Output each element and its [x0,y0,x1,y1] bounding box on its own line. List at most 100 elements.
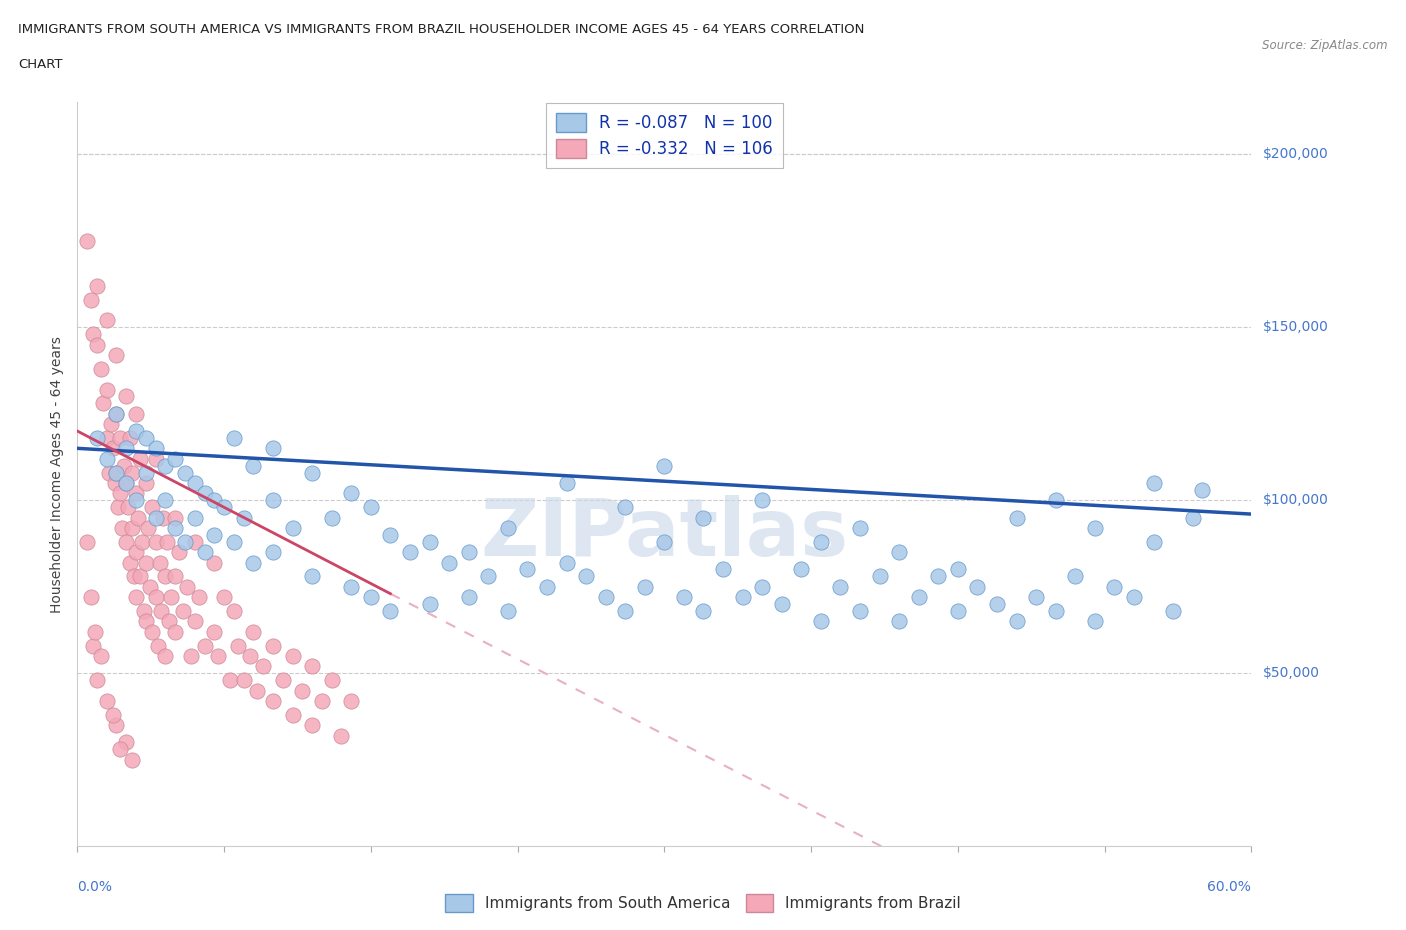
Point [111,521,134,536]
Point [157,614,180,629]
Point [132,604,155,618]
Point [105,348,128,363]
Point [202,493,225,508]
Point [692,511,714,525]
Point [176,579,198,594]
Text: CHART: CHART [18,58,63,71]
Point [105,465,128,480]
Point [96,451,118,466]
Point [86,672,108,687]
Point [129,569,152,584]
Point [183,614,207,629]
Point [340,694,363,709]
Point [172,604,194,618]
Point [262,441,284,456]
Point [115,389,138,404]
Point [84,624,107,639]
Point [91,396,114,411]
Point [125,485,148,500]
Point [889,614,911,629]
Point [889,545,911,560]
Point [360,499,382,514]
Point [751,493,773,508]
Point [174,465,197,480]
Point [202,555,225,570]
Point [262,493,284,508]
Point [516,562,538,577]
Point [136,521,159,536]
Text: IMMIGRANTS FROM SOUTH AMERICA VS IMMIGRANTS FROM BRAZIL HOUSEHOLDER INCOME AGES : IMMIGRANTS FROM SOUTH AMERICA VS IMMIGRA… [18,23,865,36]
Point [174,535,197,550]
Point [155,458,177,473]
Point [156,535,179,550]
Point [301,569,323,584]
Point [125,423,148,438]
Text: $150,000: $150,000 [1263,320,1329,334]
Point [281,648,304,663]
Point [634,579,657,594]
Point [165,511,187,525]
Point [731,590,754,604]
Point [115,475,138,490]
Point [97,465,120,480]
Point [222,604,245,618]
Point [340,485,363,500]
Point [1045,493,1067,508]
Point [129,451,152,466]
Legend: R = -0.087   N = 100, R = -0.332   N = 106: R = -0.087 N = 100, R = -0.332 N = 106 [546,103,783,168]
Point [120,555,142,570]
Point [138,579,160,594]
Point [183,535,207,550]
Point [810,614,832,629]
Point [105,718,128,733]
Point [155,493,177,508]
Point [986,597,1008,612]
Point [380,604,402,618]
Text: $100,000: $100,000 [1263,493,1329,507]
Point [145,451,167,466]
Point [1025,590,1047,604]
Point [125,545,148,560]
Point [437,555,460,570]
Point [849,604,872,618]
Point [82,638,104,653]
Point [110,485,132,500]
Point [281,521,304,536]
Point [96,382,118,397]
Text: ZIPatlas: ZIPatlas [481,495,848,573]
Point [419,597,441,612]
Point [167,545,190,560]
Point [1005,511,1028,525]
Point [1045,604,1067,618]
Point [291,684,314,698]
Point [946,562,969,577]
Point [145,441,167,456]
Point [614,604,637,618]
Point [496,604,519,618]
Point [226,638,249,653]
Point [107,499,129,514]
Point [212,590,235,604]
Point [595,590,617,604]
Point [907,590,929,604]
Point [849,521,872,536]
Point [152,511,174,525]
Point [555,555,578,570]
Point [555,475,578,490]
Point [242,624,264,639]
Point [117,499,139,514]
Point [1191,483,1213,498]
Point [281,708,304,723]
Point [120,431,142,445]
Point [301,659,323,674]
Point [125,590,148,604]
Point [246,684,269,698]
Point [232,511,254,525]
Point [86,278,108,293]
Point [232,672,254,687]
Point [121,465,143,480]
Point [135,555,157,570]
Point [82,326,104,341]
Point [146,638,169,653]
Point [252,659,274,674]
